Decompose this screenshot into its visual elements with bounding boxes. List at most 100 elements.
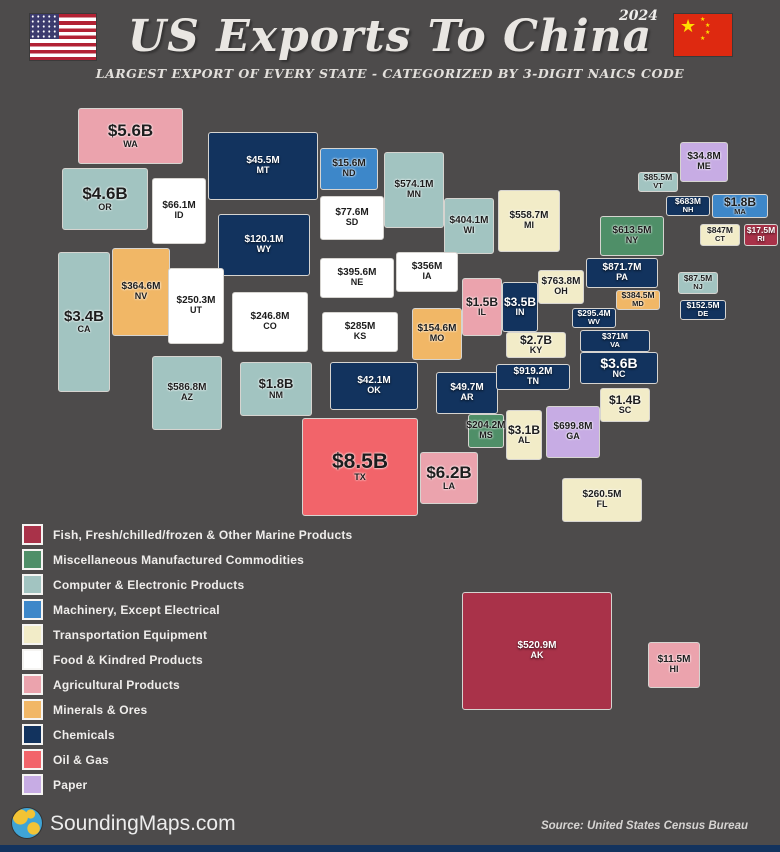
state-MT[interactable]: $45.5M MT [208,132,318,200]
brand-link[interactable]: SoundingMaps.com [50,812,236,835]
state-abbr: MS [479,430,493,441]
state-abbr: TN [527,376,539,387]
state-MD[interactable]: $384.5M MD [616,290,660,310]
state-WV[interactable]: $295.4M WV [572,308,616,328]
legend-swatch-paper [22,774,43,795]
china-flag-star-icon: ★ [705,23,711,29]
china-flag-star-icon: ★ [700,17,706,23]
legend-item-fish: Fish, Fresh/chilled/frozen & Other Marin… [22,524,352,545]
state-CT[interactable]: $847M CT [700,224,740,246]
state-MO[interactable]: $154.6M MO [412,308,462,360]
legend-item-minerals: Minerals & Ores [22,699,352,720]
legend-label: Food & Kindred Products [53,652,203,667]
state-AL[interactable]: $3.1B AL [506,410,542,460]
state-value: $1.4B [608,392,642,407]
source-credit: Source: United States Census Bureau [540,820,748,832]
state-IN[interactable]: $3.5B IN [502,282,538,332]
state-TX[interactable]: $8.5B TX [302,418,418,516]
state-value: $260.5M [582,488,622,500]
state-value: $1.8B [723,194,757,209]
state-KS[interactable]: $285M KS [322,312,398,352]
state-MN[interactable]: $574.1M MN [384,152,444,228]
state-AK[interactable]: $520.9M AK [462,592,612,710]
state-value: $384.5M [621,290,655,301]
state-VA[interactable]: $371M VA [580,330,650,352]
state-FL[interactable]: $260.5M FL [562,478,642,522]
state-value: $42.1M [357,374,391,386]
state-abbr: MO [429,333,445,344]
state-IA[interactable]: $356M IA [396,252,458,292]
state-LA[interactable]: $6.2B LA [420,452,478,504]
state-abbr: LA [443,480,455,491]
state-OH[interactable]: $763.8M OH [538,270,584,304]
state-abbr: WV [587,317,601,327]
state-WA[interactable]: $5.6B WA [78,108,183,164]
state-ME[interactable]: $34.8M ME [680,142,728,182]
state-value: $77.6M [335,206,369,218]
state-PA[interactable]: $871.7M PA [586,258,658,288]
state-VT[interactable]: $85.5M VT [638,172,678,192]
state-AZ[interactable]: $586.8M AZ [152,356,222,430]
state-SD[interactable]: $77.6M SD [320,196,384,240]
state-OR[interactable]: $4.6B OR [62,168,148,230]
state-MI[interactable]: $558.7M MI [498,190,560,252]
state-CO[interactable]: $246.8M CO [232,292,308,352]
state-NM[interactable]: $1.8B NM [240,362,312,416]
state-abbr: NH [682,205,694,215]
state-abbr: OK [367,385,381,396]
state-ID[interactable]: $66.1M ID [152,178,206,244]
state-KY[interactable]: $2.7B KY [506,332,566,358]
state-ND[interactable]: $15.6M ND [320,148,378,190]
state-AR[interactable]: $49.7M AR [436,372,498,414]
state-UT[interactable]: $250.3M UT [168,268,224,344]
state-abbr: WA [123,138,138,149]
state-abbr: ID [174,210,184,221]
state-abbr: AR [460,392,474,403]
state-abbr: NM [269,389,283,400]
state-HI[interactable]: $11.5M HI [648,642,700,688]
legend-swatch-minerals [22,699,43,720]
legend-item-computer: Computer & Electronic Products [22,574,352,595]
state-value: $3.1B [507,422,541,437]
state-TN[interactable]: $919.2M TN [496,364,570,390]
state-MA[interactable]: $1.8B MA [712,194,768,218]
state-CA[interactable]: $3.4B CA [58,252,110,392]
state-OK[interactable]: $42.1M OK [330,362,418,410]
state-NY[interactable]: $613.5M NY [600,216,664,256]
legend-swatch-oil [22,749,43,770]
china-flag-star-icon: ★ [680,16,697,36]
state-abbr: WI [463,225,475,236]
china-flag-icon: ★ ★ ★ ★ ★ [674,14,732,56]
legend-item-food: Food & Kindred Products [22,649,352,670]
state-RI[interactable]: $17.5M RI [744,224,778,246]
state-WI[interactable]: $404.1M WI [444,198,494,254]
state-abbr: MD [632,299,644,309]
state-NC[interactable]: $3.6B NC [580,352,658,384]
legend-item-misc: Miscellaneous Manufactured Commodities [22,549,352,570]
state-NV[interactable]: $364.6M NV [112,248,170,336]
state-abbr: KS [353,331,367,342]
state-abbr: MN [407,189,421,200]
state-MS[interactable]: $204.2M MS [467,414,505,448]
legend-item-oil: Oil & Gas [22,749,352,770]
state-DE[interactable]: $152.5M DE [680,300,726,320]
state-SC[interactable]: $1.4B SC [600,388,650,422]
legend-label: Computer & Electronic Products [53,577,245,592]
state-NH[interactable]: $683M NH [666,196,710,216]
legend-item-transport: Transportation Equipment [22,624,352,645]
state-value: $356M [411,260,443,272]
state-abbr: FL [596,499,608,510]
state-value: $49.7M [450,381,484,393]
state-abbr: WY [256,244,272,255]
legend-label: Agricultural Products [53,677,180,692]
state-NE[interactable]: $395.6M NE [320,258,394,298]
state-IL[interactable]: $1.5B IL [462,278,502,336]
state-value: $4.6B [82,184,128,204]
legend-label: Paper [53,777,88,792]
state-NJ[interactable]: $87.5M NJ [678,272,718,294]
state-abbr: OH [554,286,568,297]
legend-item-agriculture: Agricultural Products [22,674,352,695]
state-GA[interactable]: $699.8M GA [546,406,600,458]
state-WY[interactable]: $120.1M WY [218,214,310,276]
